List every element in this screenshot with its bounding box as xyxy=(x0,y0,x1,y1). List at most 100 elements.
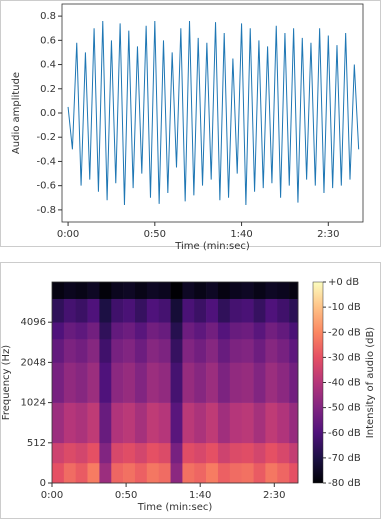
heatmap-cell xyxy=(158,462,171,484)
heatmap-cell xyxy=(253,322,266,340)
heatmap-cell xyxy=(99,322,112,340)
heatmap-cell xyxy=(241,462,254,484)
heatmap-cell xyxy=(87,462,100,484)
heatmap-cell xyxy=(111,298,124,323)
heatmap-cell xyxy=(277,282,290,299)
heatmap-cell xyxy=(253,282,266,299)
x-tick-label: 2:30 xyxy=(263,490,285,501)
heatmap-cell xyxy=(158,322,171,340)
heatmap-cell xyxy=(75,282,88,299)
heatmap-cell xyxy=(146,362,159,403)
heatmap-cell xyxy=(63,362,77,403)
heatmap-cell xyxy=(217,402,231,444)
heatmap-cell xyxy=(63,282,77,299)
heatmap-cell xyxy=(99,282,112,299)
heatmap-cell xyxy=(170,362,183,403)
y-tick-label: 0.6 xyxy=(40,35,56,46)
colorbar-tick-label: -20 dB xyxy=(328,327,361,338)
heatmap-cell xyxy=(229,462,242,484)
heatmap-cell xyxy=(241,298,254,323)
heatmap-cell xyxy=(289,362,299,403)
heatmap-cell xyxy=(289,442,299,464)
heatmap-cell xyxy=(217,462,231,484)
heatmap-cell xyxy=(99,462,112,484)
heatmap-cell xyxy=(52,282,65,299)
heatmap-cell xyxy=(52,402,65,444)
heatmap-cell xyxy=(265,322,278,340)
heatmap-cell xyxy=(289,402,299,444)
heatmap-cell xyxy=(123,298,136,323)
y-axis-label: Audio amplitude xyxy=(11,72,22,154)
heatmap-cell xyxy=(146,402,159,444)
heatmap-cell xyxy=(277,442,290,464)
heatmap-cell xyxy=(123,338,136,363)
heatmap-cell xyxy=(217,362,231,403)
heatmap-cell xyxy=(75,338,88,363)
heatmap-cell xyxy=(289,322,299,340)
y-tick-label: -0.6 xyxy=(36,181,56,192)
heatmap-cell xyxy=(52,298,65,323)
x-tick-label: 1:40 xyxy=(230,229,252,240)
heatmap-cell xyxy=(277,362,290,403)
heatmap-cell xyxy=(158,442,171,464)
heatmap-cell xyxy=(158,298,171,323)
heatmap-cell xyxy=(63,462,77,484)
heatmap-cell xyxy=(253,298,266,323)
y-tick-label: 2048 xyxy=(21,357,46,368)
x-tick-label: 0:50 xyxy=(144,229,166,240)
heatmap-cell xyxy=(182,338,195,363)
heatmap-cell xyxy=(99,402,112,444)
heatmap-cell xyxy=(182,322,195,340)
heatmap-cell xyxy=(134,322,148,340)
heatmap-cell xyxy=(265,442,278,464)
heatmap-cell xyxy=(99,362,112,403)
colorbar-tick-label: -30 dB xyxy=(328,352,361,363)
heatmap-cell xyxy=(111,402,124,444)
heatmap-cell xyxy=(158,362,171,403)
heatmap-cell xyxy=(265,362,278,403)
heatmap-cell xyxy=(134,362,148,403)
heatmap-cell xyxy=(206,298,219,323)
heatmap-cell xyxy=(241,322,254,340)
heatmap-cell xyxy=(277,338,290,363)
y-tick-label: 0 xyxy=(40,478,46,489)
heatmap-cell xyxy=(206,402,219,444)
heatmap-cell xyxy=(217,282,231,299)
y-tick-label: 4096 xyxy=(21,317,46,328)
heatmap-cell xyxy=(123,402,136,444)
heatmap-cell xyxy=(170,282,183,299)
heatmap-cell xyxy=(63,338,77,363)
heatmap-cell xyxy=(241,402,254,444)
heatmap-cell xyxy=(265,298,278,323)
y-tick-label: 0.0 xyxy=(40,108,56,119)
x-tick-label: 0:50 xyxy=(115,490,137,501)
heatmap-cell xyxy=(289,298,299,323)
heatmap-cell xyxy=(206,338,219,363)
heatmap-cell xyxy=(111,462,124,484)
heatmap-cell xyxy=(182,362,195,403)
heatmap-cell xyxy=(182,442,195,464)
heatmap-cell xyxy=(170,402,183,444)
y-tick-label: 512 xyxy=(27,438,46,449)
heatmap-cell xyxy=(206,282,219,299)
heatmap-cell xyxy=(75,462,88,484)
heatmap-cell xyxy=(75,442,88,464)
heatmap-cell xyxy=(289,282,299,299)
heatmap-cell xyxy=(265,338,278,363)
heatmap-cell xyxy=(146,322,159,340)
heatmap-cell xyxy=(194,442,207,464)
heatmap-cell xyxy=(99,442,112,464)
heatmap-cell xyxy=(134,462,148,484)
heatmap-cell xyxy=(111,282,124,299)
heatmap-cell xyxy=(158,338,171,363)
heatmap-cell xyxy=(63,322,77,340)
heatmap-cell xyxy=(87,322,100,340)
heatmap-cell xyxy=(229,402,242,444)
colorbar-tick-label: -40 dB xyxy=(328,378,361,389)
heatmap-cell xyxy=(134,298,148,323)
colorbar-tick-label: -80 dB xyxy=(328,478,361,489)
heatmap-cell xyxy=(87,298,100,323)
heatmap-cell xyxy=(277,298,290,323)
heatmap-cell xyxy=(87,338,100,363)
x-axis-label: Time (min:sec) xyxy=(137,502,213,513)
